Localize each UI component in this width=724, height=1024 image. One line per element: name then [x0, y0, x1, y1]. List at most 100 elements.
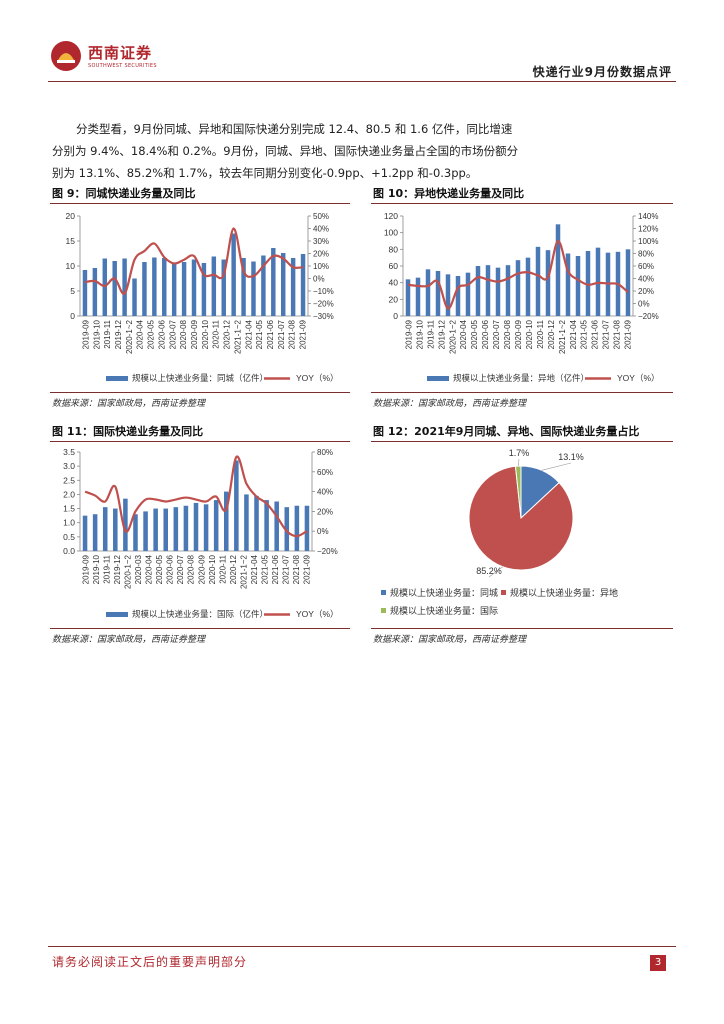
x-tick-label: 2021-07 [277, 319, 286, 349]
x-tick-label: 2019-12 [114, 319, 123, 349]
right-tick-label: 120% [638, 225, 658, 234]
pie-leader-line [517, 458, 520, 467]
left-tick-label: 10 [66, 261, 76, 271]
bar [455, 276, 461, 316]
bar [102, 258, 108, 316]
x-tick-label: 2021-04 [244, 319, 253, 349]
bar [244, 494, 249, 551]
legend-bar-swatch [427, 376, 449, 381]
x-tick-label: 2021-09 [299, 319, 308, 349]
bar [280, 253, 286, 316]
bar [153, 508, 158, 551]
bar [183, 505, 189, 551]
bar [92, 268, 98, 316]
x-tick-label: 2020-04 [459, 319, 468, 349]
x-tick-label: 2021-07 [282, 554, 291, 584]
figure-rule [371, 441, 673, 442]
footer-disclaimer: 请务必阅读正文后的重要声明部分 [52, 955, 248, 969]
bar [193, 502, 199, 551]
x-tick-label: 2020-09 [197, 554, 206, 584]
right-tick-label: −30% [313, 312, 334, 321]
figure-source: 数据来源：国家邮政局，西南证券整理 [52, 399, 206, 409]
bar [261, 255, 266, 316]
x-tick-label: 2020-06 [481, 319, 490, 349]
right-tick-label: 40% [313, 225, 329, 234]
right-tick-label: 50% [313, 212, 329, 221]
x-tick-label: 2021-08 [613, 319, 622, 349]
legend-bar-label: 规模以上快递业务量：国际（亿件） [132, 609, 268, 619]
x-tick-label: 2019-09 [404, 319, 413, 349]
bar [211, 256, 217, 316]
x-tick-label: 2020-11 [212, 319, 221, 348]
x-tick-label: 2020-1~2 [448, 319, 457, 354]
right-tick-label: 100% [638, 237, 658, 246]
x-tick-label: 2019-10 [92, 554, 101, 584]
right-tick-label: −20% [317, 547, 338, 556]
bar [234, 460, 239, 551]
x-tick-label: 2020-09 [190, 319, 199, 349]
bar [123, 498, 128, 551]
legend-label: 规模以上快递业务量：同城 [390, 587, 498, 598]
chart-svg: 13.1% 85.2% 1.7% 规模以上快递业务量：同城 规模以上快递业务量：异地规模… [381, 448, 618, 616]
x-tick-label: 2019-09 [81, 319, 90, 349]
x-tick-label: 2020-12 [223, 319, 232, 349]
right-tick-label: 60% [638, 262, 654, 271]
x-tick-label: 2019-11 [102, 554, 111, 583]
chart-fig9: 0 5 10 15 20 −30% −20% −10% 0% 10% 20% 30% 40% 50% 201… [50, 206, 350, 390]
x-tick-label: 2021-05 [580, 319, 589, 349]
bar [485, 265, 491, 316]
legend-line-label: YOY（%） [617, 373, 660, 383]
bar [142, 262, 147, 316]
left-tick-label: 3.0 [63, 461, 75, 471]
bar [143, 511, 148, 551]
bar [515, 260, 521, 316]
right-tick-label: 0% [313, 275, 325, 284]
bar [152, 257, 157, 316]
x-tick-label: 2021-09 [303, 554, 312, 584]
left-tick-label: 1.0 [63, 518, 75, 528]
right-tick-label: 80% [317, 448, 333, 457]
bar [264, 500, 269, 551]
bar [254, 495, 259, 551]
pie-slice [468, 465, 574, 571]
bar [585, 251, 591, 316]
x-tick-label: 2021-06 [591, 319, 600, 349]
bar [191, 259, 197, 316]
chart-fig11: 0.0 0.5 1.0 1.5 2.0 2.5 3.0 3.5 −20% 0% 20% 40% 60% 8… [50, 444, 350, 626]
legend-bar-label: 规模以上快递业务量：异地（亿件） [453, 373, 589, 383]
bar [132, 278, 137, 316]
right-tick-label: −10% [313, 287, 334, 296]
right-tick-label: 30% [313, 237, 329, 246]
right-tick-label: 60% [317, 468, 333, 477]
bar [555, 224, 561, 316]
pie-leader-line [541, 462, 572, 471]
x-tick-label: 2020-11 [218, 554, 227, 583]
x-tick-label: 2020-04 [145, 554, 154, 584]
x-tick-label: 2019-12 [113, 554, 122, 584]
right-tick-label: 20% [313, 250, 329, 259]
x-tick-label: 2021-1~2 [558, 319, 567, 354]
left-tick-label: 80 [389, 244, 399, 254]
figure-title: 图 9：同城快递业务量及同比 [52, 187, 196, 200]
company-name: 西南证券 [88, 44, 153, 62]
bar [565, 253, 571, 316]
legend-bar-swatch [106, 612, 128, 617]
x-tick-label: 2020-10 [201, 319, 210, 349]
legend-line-label: YOY（%） [296, 373, 339, 383]
right-tick-label: 20% [317, 507, 333, 516]
company-name-en: SOUTHWEST SECURITIES [88, 63, 157, 69]
x-tick-label: 2020-10 [525, 319, 534, 349]
x-tick-label: 2020-07 [168, 319, 177, 349]
bar [294, 505, 300, 551]
right-tick-label: −20% [638, 312, 659, 321]
bar [445, 274, 451, 316]
x-tick-label: 2021-04 [250, 554, 259, 584]
legend-swatch [501, 590, 506, 595]
x-tick-label: 2020-08 [503, 319, 512, 349]
right-tick-label: 40% [317, 488, 333, 497]
bar [122, 258, 127, 316]
right-tick-label: 40% [638, 275, 654, 284]
legend-swatch [381, 590, 386, 595]
x-tick-label: 2019-11 [426, 319, 435, 348]
legend-bar-label: 规模以上快递业务量：同城（亿件） [132, 373, 268, 383]
